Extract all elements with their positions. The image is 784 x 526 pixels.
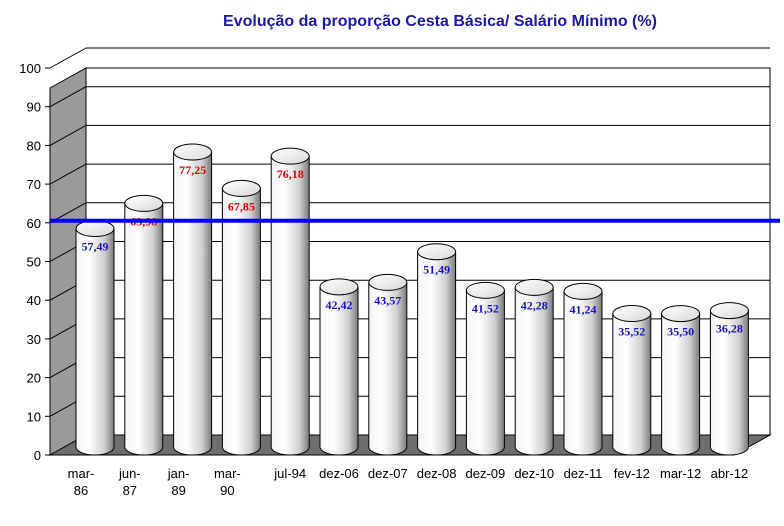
- y-tick-label: 90: [27, 100, 41, 115]
- x-tick-label: dez-11: [564, 466, 603, 481]
- bar: [612, 305, 652, 456]
- bar-cap: [173, 143, 213, 161]
- x-tick-label: dez-07: [368, 466, 408, 481]
- bar-cap: [465, 281, 505, 299]
- bar: [319, 278, 359, 456]
- x-tick-label: dez-06: [319, 466, 359, 481]
- bar-cap: [221, 179, 261, 197]
- data-label: 51,49: [423, 263, 450, 277]
- bar: [709, 302, 749, 456]
- y-tick-label: 10: [27, 409, 41, 424]
- bar-cap: [661, 305, 701, 323]
- data-label: 77,25: [179, 163, 206, 177]
- y-tick-label: 80: [27, 138, 41, 153]
- bar: [368, 273, 408, 456]
- bar-cap: [417, 243, 457, 261]
- y-tick-label: 40: [27, 293, 41, 308]
- bar-cap: [270, 147, 310, 165]
- y-axis-ticks: 0 10 20 30 40 50 60 70 80 90 100: [19, 61, 51, 463]
- data-label: 57,49: [82, 240, 109, 254]
- x-tick-label: dez-10: [514, 466, 554, 481]
- bar-cap: [75, 220, 115, 238]
- x-tick-label: dez-08: [417, 466, 457, 481]
- bar: [563, 282, 603, 456]
- y-tick-label: 30: [27, 332, 41, 347]
- bar: [417, 243, 457, 456]
- chart-title: Evolução da proporção Cesta Básica/ Salá…: [223, 13, 657, 30]
- data-label: 35,50: [667, 325, 694, 339]
- x-tick-label: 89: [171, 483, 185, 498]
- data-label: 76,18: [277, 167, 304, 181]
- bar-cap: [319, 278, 359, 296]
- x-tick-label: dez-09: [466, 466, 506, 481]
- bar-body: [514, 286, 554, 456]
- bar-body: [319, 286, 359, 456]
- bar: [270, 147, 310, 456]
- data-label: 67,85: [228, 199, 255, 213]
- x-axis-ticks: mar- 86 jun- 87 jan- 89 mar- 90 jul-94 dez-06 dez-…: [68, 466, 749, 498]
- bar-cap: [563, 282, 603, 300]
- x-tick-label: mar-: [214, 466, 241, 481]
- x-tick-label: abr-12: [711, 466, 749, 481]
- bar-body: [612, 313, 652, 456]
- bar-body: [465, 289, 505, 456]
- bar-body: [75, 228, 115, 456]
- bar-body: [417, 251, 457, 456]
- bar: [75, 220, 115, 456]
- gridline-side: [49, 86, 87, 108]
- gridline-side: [49, 47, 87, 69]
- data-labels: 57,4963,9877,2567,8576,1842,4243,5751,49…: [82, 163, 743, 339]
- y-tick-label: 70: [27, 177, 41, 192]
- bar-body: [368, 281, 408, 456]
- y-tick-label: 20: [27, 371, 41, 386]
- data-label: 41,52: [472, 301, 499, 315]
- bar: [221, 179, 261, 456]
- x-tick-label: 87: [123, 483, 137, 498]
- bar-body: [124, 202, 164, 456]
- x-tick-label: 86: [74, 483, 88, 498]
- bar: [514, 278, 554, 456]
- data-label: 42,28: [521, 298, 548, 312]
- bar-cap: [514, 278, 554, 296]
- data-label: 36,28: [716, 322, 743, 336]
- x-tick-label: mar-12: [660, 466, 701, 481]
- x-tick-label: jul-94: [273, 466, 306, 481]
- bar: [465, 281, 505, 456]
- y-tick-label: 60: [27, 216, 41, 231]
- x-tick-label: 90: [220, 483, 234, 498]
- x-tick-label: mar-: [68, 466, 95, 481]
- bar-cap: [124, 194, 164, 212]
- bar-cap: [368, 273, 408, 291]
- data-label: 41,24: [570, 302, 597, 316]
- bar-cap: [709, 302, 749, 320]
- bar-body: [221, 187, 261, 456]
- bar-body: [563, 290, 603, 456]
- bar: [661, 305, 701, 456]
- bar-body: [661, 313, 701, 456]
- bar: [173, 143, 213, 456]
- x-tick-label: jan-: [167, 466, 190, 481]
- data-label: 43,57: [374, 293, 401, 307]
- x-tick-label: fev-12: [614, 466, 650, 481]
- bar-cap: [612, 305, 652, 323]
- y-tick-label: 100: [19, 61, 41, 76]
- bar-body: [173, 151, 213, 456]
- gridline-side: [49, 163, 87, 185]
- bar: [124, 194, 164, 456]
- data-label: 42,42: [326, 298, 353, 312]
- bars: [75, 143, 749, 456]
- bar-body: [709, 310, 749, 456]
- gridline-side: [49, 124, 87, 146]
- data-label: 35,52: [618, 325, 645, 339]
- y-tick-label: 50: [27, 255, 41, 270]
- x-tick-label: jun-: [118, 466, 141, 481]
- y-tick-label: 0: [34, 448, 41, 463]
- bar-body: [270, 155, 310, 456]
